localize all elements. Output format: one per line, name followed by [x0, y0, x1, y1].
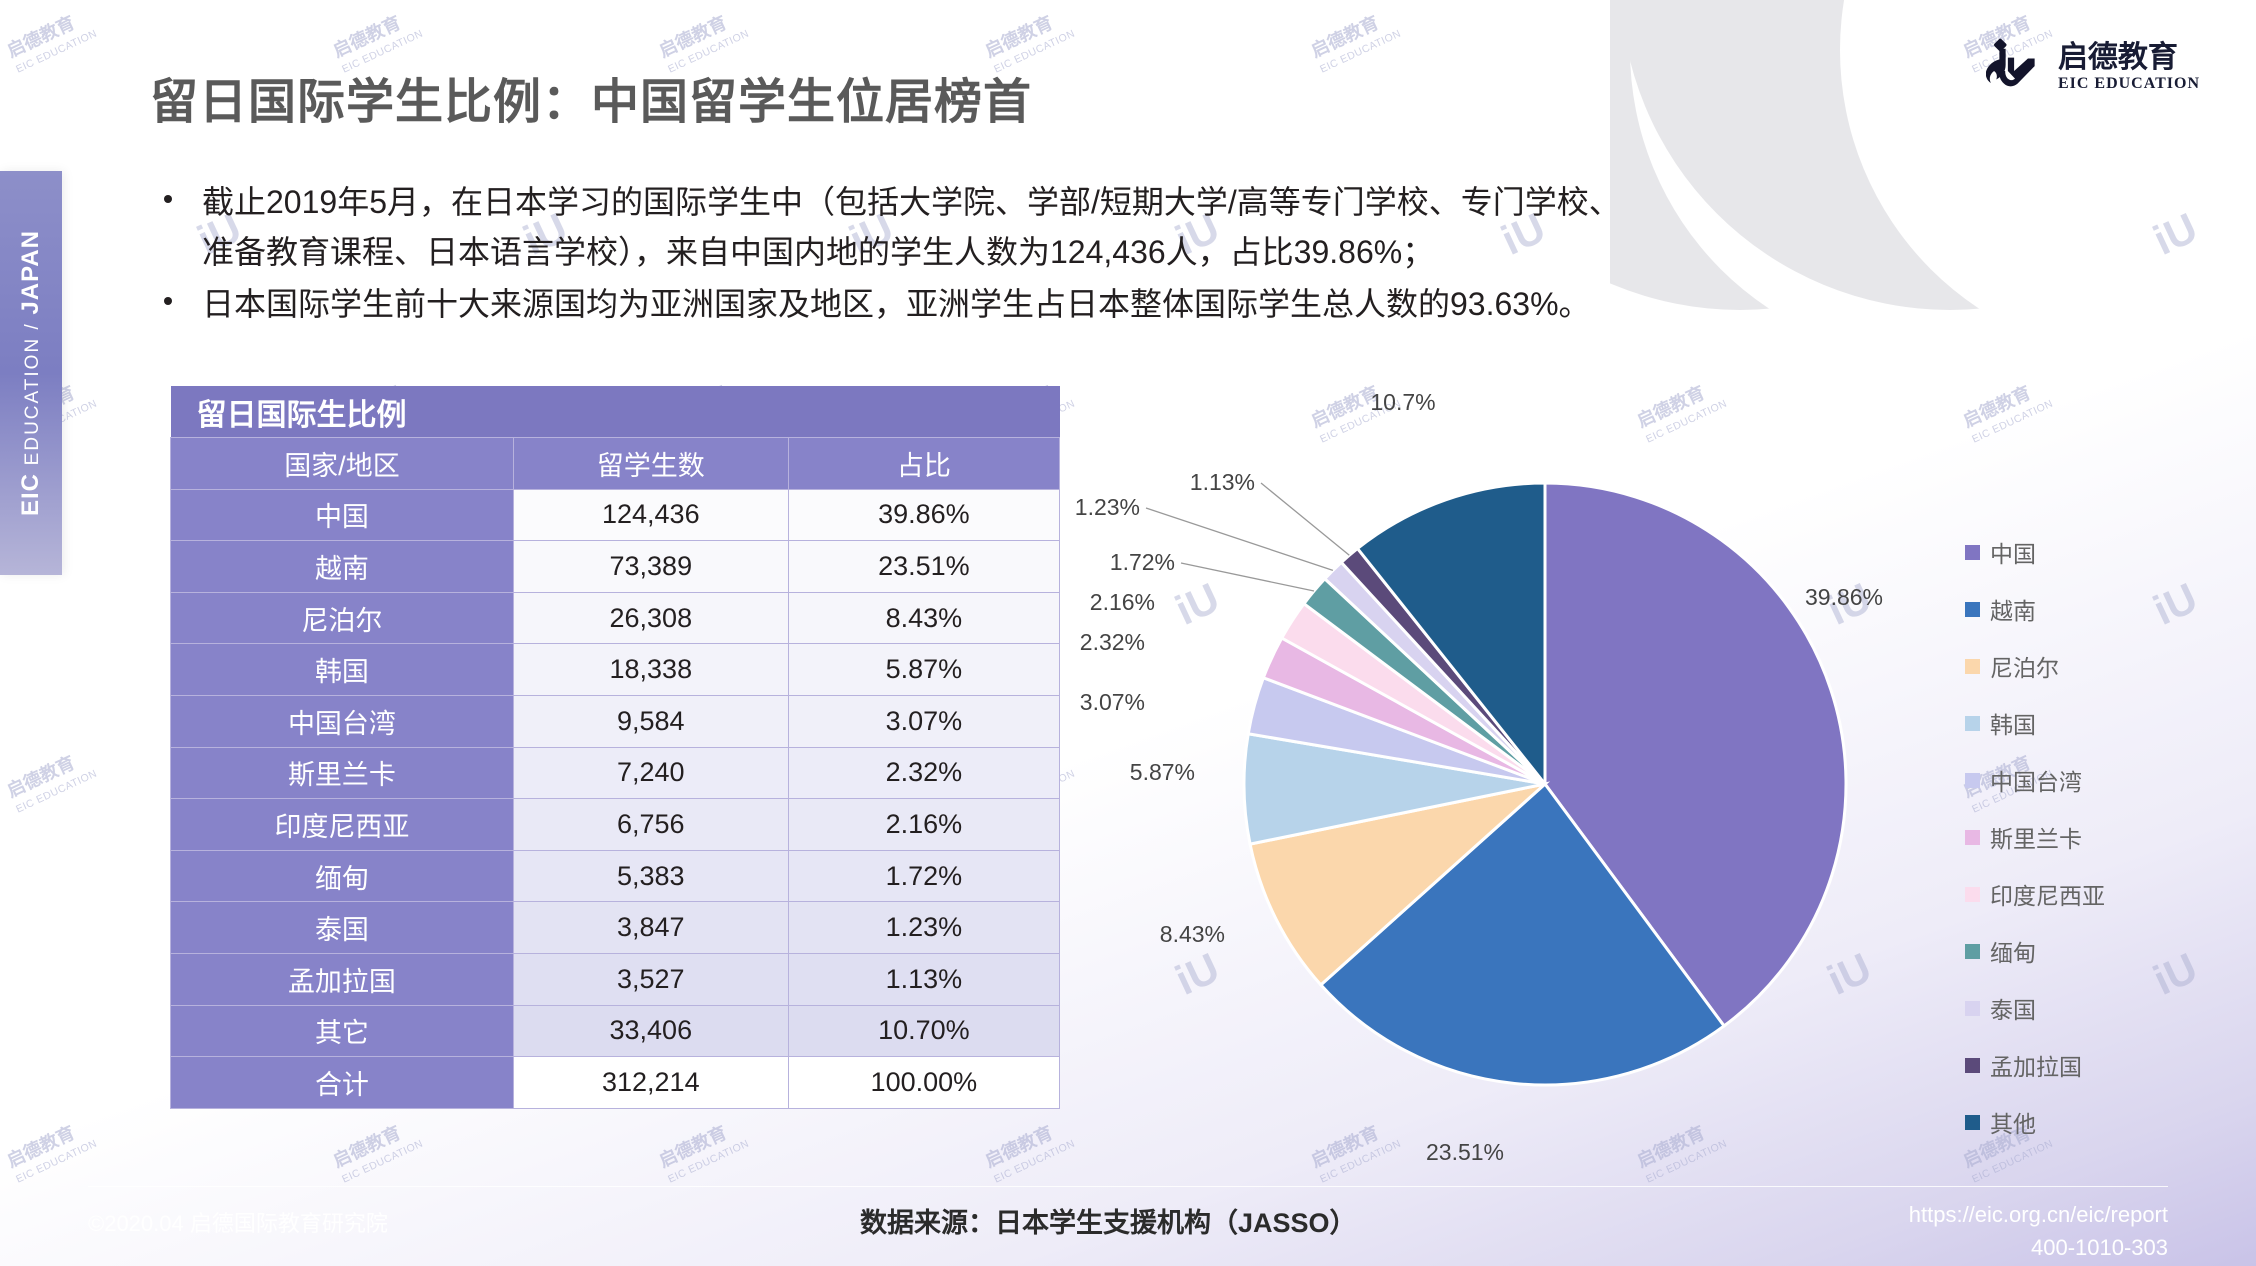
- svg-text:1.72%: 1.72%: [1110, 549, 1175, 575]
- svg-text:2.32%: 2.32%: [1080, 629, 1145, 655]
- svg-text:8.43%: 8.43%: [1160, 921, 1225, 947]
- svg-text:3.07%: 3.07%: [1080, 689, 1145, 715]
- svg-text:23.51%: 23.51%: [1426, 1139, 1504, 1165]
- svg-text:5.87%: 5.87%: [1130, 759, 1195, 785]
- svg-text:1.23%: 1.23%: [1075, 494, 1140, 520]
- svg-text:39.86%: 39.86%: [1805, 584, 1883, 610]
- svg-text:10.7%: 10.7%: [1370, 389, 1435, 415]
- svg-text:1.13%: 1.13%: [1190, 469, 1255, 495]
- svg-text:2.16%: 2.16%: [1090, 589, 1155, 615]
